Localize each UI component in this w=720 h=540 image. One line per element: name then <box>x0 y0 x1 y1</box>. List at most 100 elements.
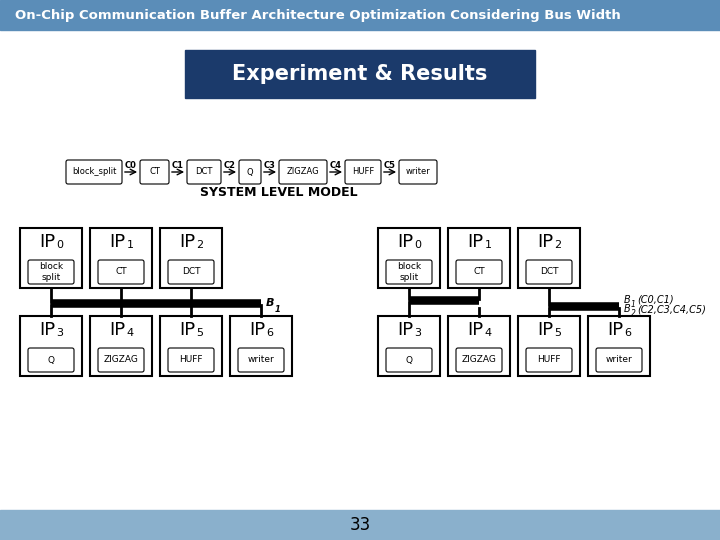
Text: IP: IP <box>537 233 553 251</box>
FancyBboxPatch shape <box>238 348 284 372</box>
FancyBboxPatch shape <box>168 348 214 372</box>
Text: ZIGZAG: ZIGZAG <box>104 355 138 364</box>
Text: 6: 6 <box>266 328 274 338</box>
Text: IP: IP <box>397 233 413 251</box>
Bar <box>378 228 440 288</box>
Bar <box>378 316 440 376</box>
Text: HUFF: HUFF <box>352 167 374 177</box>
Text: 5: 5 <box>197 328 204 338</box>
Bar <box>518 228 580 288</box>
Text: 4: 4 <box>127 328 134 338</box>
Text: DCT: DCT <box>540 267 558 276</box>
Text: B: B <box>624 304 631 314</box>
Bar <box>588 316 650 376</box>
Text: On-Chip Communication Buffer Architecture Optimization Considering Bus Width: On-Chip Communication Buffer Architectur… <box>15 9 621 22</box>
FancyBboxPatch shape <box>98 348 144 372</box>
FancyBboxPatch shape <box>456 260 502 284</box>
Text: 2: 2 <box>554 240 562 250</box>
Bar <box>185 50 535 98</box>
Text: IP: IP <box>39 321 55 339</box>
Text: (C2,C3,C4,C5): (C2,C3,C4,C5) <box>637 304 706 314</box>
Text: 33: 33 <box>349 516 371 534</box>
Text: IP: IP <box>179 321 195 339</box>
Bar <box>160 228 222 288</box>
Text: IP: IP <box>249 321 265 339</box>
Text: CT: CT <box>149 167 160 177</box>
Text: HUFF: HUFF <box>179 355 203 364</box>
Text: C5: C5 <box>384 161 396 171</box>
FancyBboxPatch shape <box>345 160 381 184</box>
Text: Q: Q <box>247 167 253 177</box>
Bar <box>90 316 152 376</box>
Text: 1: 1 <box>275 305 281 314</box>
FancyBboxPatch shape <box>526 260 572 284</box>
Text: C1: C1 <box>172 161 184 171</box>
Text: IP: IP <box>537 321 553 339</box>
Text: ZIGZAG: ZIGZAG <box>287 167 319 177</box>
Text: CT: CT <box>473 267 485 276</box>
FancyBboxPatch shape <box>98 260 144 284</box>
Bar <box>230 316 292 376</box>
Text: writer: writer <box>248 355 274 364</box>
Text: (C0,C1): (C0,C1) <box>637 295 674 305</box>
Text: IP: IP <box>397 321 413 339</box>
Bar <box>518 316 580 376</box>
FancyBboxPatch shape <box>239 160 261 184</box>
Text: Q: Q <box>48 355 55 364</box>
Bar <box>90 228 152 288</box>
Text: writer: writer <box>606 355 632 364</box>
Text: SYSTEM LEVEL MODEL: SYSTEM LEVEL MODEL <box>200 186 358 199</box>
Text: IP: IP <box>607 321 623 339</box>
Bar <box>448 228 510 288</box>
Text: 6: 6 <box>624 328 631 338</box>
FancyBboxPatch shape <box>596 348 642 372</box>
Text: DCT: DCT <box>181 267 200 276</box>
Text: C2: C2 <box>224 161 236 171</box>
FancyBboxPatch shape <box>456 348 502 372</box>
Text: block
split: block split <box>397 262 421 282</box>
Text: CT: CT <box>115 267 127 276</box>
Text: C0: C0 <box>125 161 137 171</box>
Bar <box>448 316 510 376</box>
FancyBboxPatch shape <box>386 348 432 372</box>
FancyBboxPatch shape <box>279 160 327 184</box>
Text: IP: IP <box>109 233 125 251</box>
FancyBboxPatch shape <box>526 348 572 372</box>
Text: C3: C3 <box>264 161 276 171</box>
FancyBboxPatch shape <box>140 160 169 184</box>
Bar <box>160 316 222 376</box>
Text: HUFF: HUFF <box>537 355 561 364</box>
Text: 2: 2 <box>197 240 204 250</box>
Text: block
split: block split <box>39 262 63 282</box>
FancyBboxPatch shape <box>168 260 214 284</box>
Text: Experiment & Results: Experiment & Results <box>233 64 487 84</box>
Text: ZIGZAG: ZIGZAG <box>462 355 496 364</box>
FancyBboxPatch shape <box>386 260 432 284</box>
Text: IP: IP <box>179 233 195 251</box>
Text: DCT: DCT <box>195 167 212 177</box>
Text: 3: 3 <box>415 328 421 338</box>
Bar <box>20 228 82 288</box>
Bar <box>0 0 720 30</box>
Text: block_split: block_split <box>72 167 116 177</box>
Text: 4: 4 <box>485 328 492 338</box>
Text: 0: 0 <box>415 240 421 250</box>
Text: 1: 1 <box>485 240 492 250</box>
Text: writer: writer <box>405 167 431 177</box>
Text: 3: 3 <box>56 328 63 338</box>
Text: IP: IP <box>467 233 483 251</box>
FancyBboxPatch shape <box>66 160 122 184</box>
Text: B: B <box>624 295 631 305</box>
Bar <box>20 316 82 376</box>
FancyBboxPatch shape <box>28 260 74 284</box>
Text: 2: 2 <box>631 309 636 318</box>
Text: B: B <box>266 298 274 308</box>
Bar <box>0 510 720 540</box>
Text: IP: IP <box>109 321 125 339</box>
Text: 0: 0 <box>56 240 63 250</box>
Text: 5: 5 <box>554 328 562 338</box>
FancyBboxPatch shape <box>187 160 221 184</box>
Text: 1: 1 <box>631 300 636 309</box>
FancyBboxPatch shape <box>399 160 437 184</box>
Text: C4: C4 <box>330 161 342 171</box>
